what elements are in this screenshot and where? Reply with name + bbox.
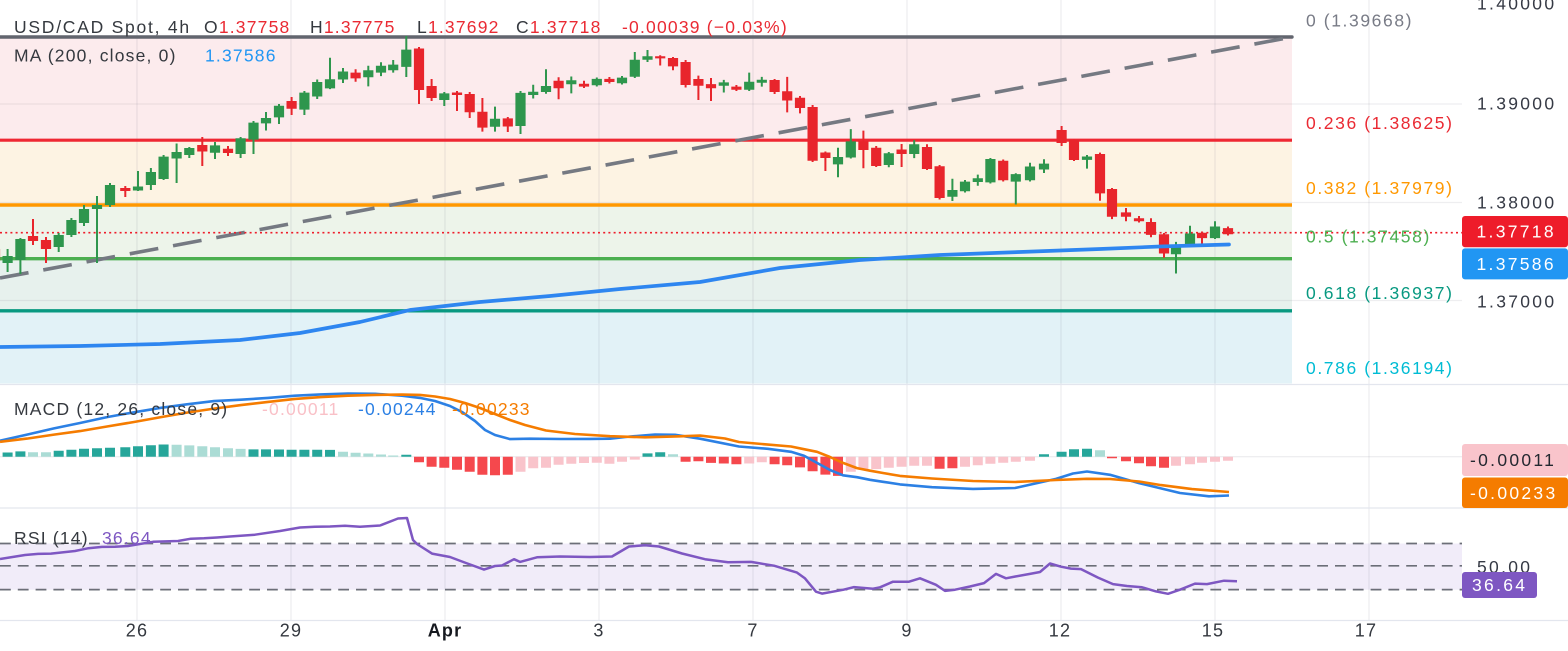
svg-text:1.38000: 1.38000 <box>1477 193 1556 213</box>
svg-text:1.40000: 1.40000 <box>1477 0 1556 14</box>
svg-text:9: 9 <box>901 621 912 641</box>
svg-text:MACD (12, 26, close, 9)-0.0001: MACD (12, 26, close, 9) -0.00011 -0.00244-… <box>14 399 531 419</box>
svg-text:0.236 (1.38625): 0.236 (1.38625) <box>1306 113 1454 133</box>
svg-text:1.37000: 1.37000 <box>1477 292 1556 312</box>
svg-text:1.37718: 1.37718 <box>1477 222 1556 242</box>
svg-text:0.786 (1.36194): 0.786 (1.36194) <box>1306 358 1454 378</box>
svg-text:MA (200, close, 0)1.37586: MA (200, close, 0) 1.37586 <box>14 46 277 66</box>
svg-text:1.37586: 1.37586 <box>1477 254 1556 274</box>
svg-text:0 (1.39668): 0 (1.39668) <box>1306 11 1413 31</box>
svg-text:RSI (14)36.64: RSI (14) 36.64 <box>14 528 152 548</box>
svg-text:26: 26 <box>126 621 148 641</box>
svg-text:1.39000: 1.39000 <box>1477 94 1556 114</box>
svg-text:0.5 (1.37458): 0.5 (1.37458) <box>1306 227 1431 247</box>
svg-text:29: 29 <box>280 621 302 641</box>
svg-text:0.382 (1.37979): 0.382 (1.37979) <box>1306 178 1454 198</box>
svg-text:7: 7 <box>747 621 758 641</box>
svg-text:0.618 (1.36937): 0.618 (1.36937) <box>1306 283 1454 303</box>
svg-text:17: 17 <box>1355 621 1377 641</box>
svg-text:Apr: Apr <box>428 621 463 641</box>
svg-text:3: 3 <box>593 621 604 641</box>
svg-text:-0.00011: -0.00011 <box>1470 450 1556 470</box>
svg-text:15: 15 <box>1202 621 1224 641</box>
svg-text:12: 12 <box>1049 621 1071 641</box>
svg-text:-0.00233: -0.00233 <box>1470 483 1558 503</box>
svg-text:36.64: 36.64 <box>1472 575 1527 595</box>
